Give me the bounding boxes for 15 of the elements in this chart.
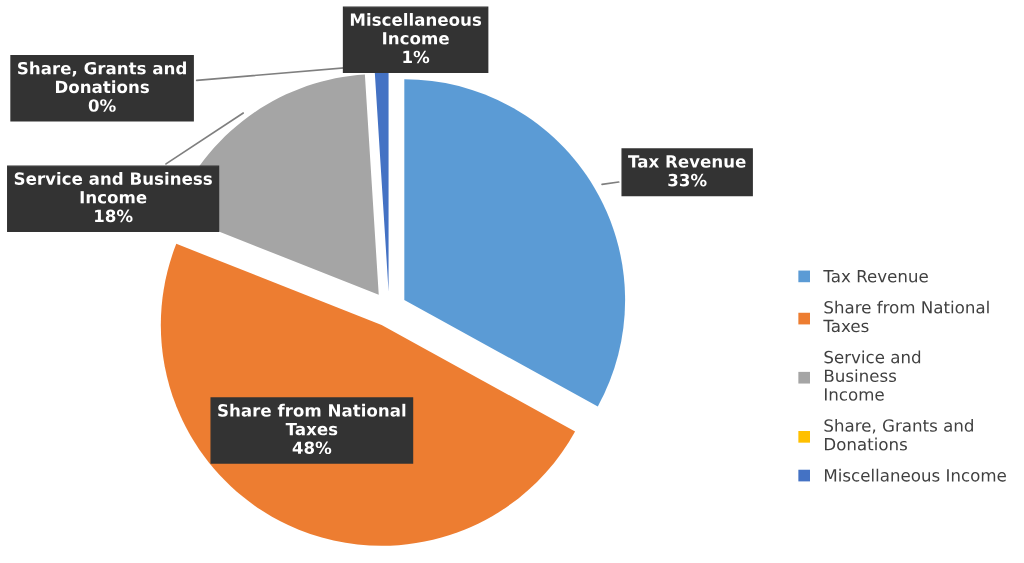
- legend-label: Service and Business Income: [824, 350, 921, 401]
- data-label: 33%: [668, 173, 707, 187]
- legend-label: Miscellaneous Income: [825, 468, 1006, 482]
- text: 0%: [88, 99, 116, 112]
- slice-label: Tax Revenue: [628, 155, 746, 168]
- data-label: 48%: [292, 441, 332, 455]
- legend-label: Share, Grants and Donations: [824, 418, 973, 451]
- slice-label: Share from National Taxes: [218, 403, 406, 436]
- data-label: 18%: [95, 209, 133, 223]
- slice-label: Miscellaneous Income: [350, 13, 482, 45]
- legend-label: Tax Revenue: [823, 270, 928, 283]
- slice-label: Service and Business Income: [14, 171, 212, 204]
- legend-label: Share from National Taxes: [823, 300, 989, 333]
- category-label: Share, Grants and Donations: [18, 61, 186, 94]
- data-label: 1%: [403, 50, 430, 64]
